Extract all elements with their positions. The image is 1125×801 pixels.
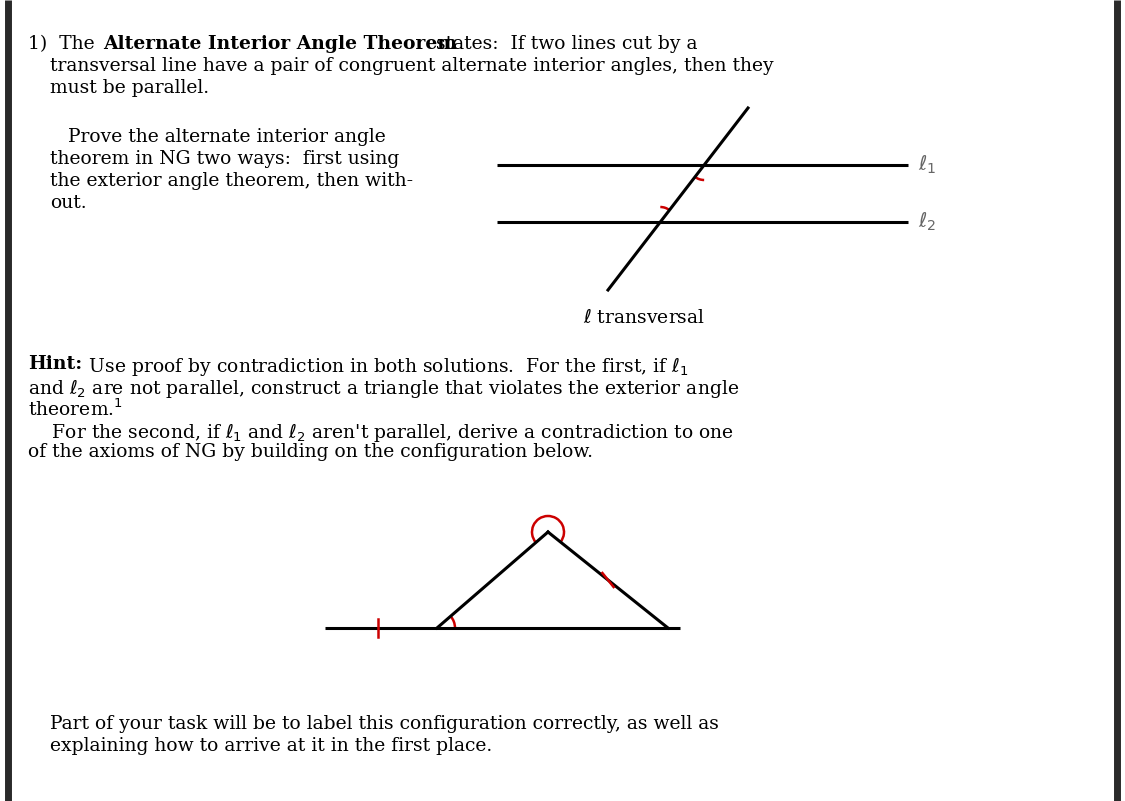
Text: Alternate Interior Angle Theorem: Alternate Interior Angle Theorem [104,35,457,53]
Text: transversal line have a pair of congruent alternate interior angles, then they: transversal line have a pair of congruen… [50,57,774,75]
Text: Part of your task will be to label this configuration correctly, as well as: Part of your task will be to label this … [50,715,719,733]
Text: and $\ell_2$ are not parallel, construct a triangle that violates the exterior a: and $\ell_2$ are not parallel, construct… [28,377,739,400]
Text: explaining how to arrive at it in the first place.: explaining how to arrive at it in the fi… [50,737,493,755]
Text: $\ell_2$: $\ell_2$ [918,211,936,233]
Text: Use proof by contradiction in both solutions.  For the first, if $\ell_1$: Use proof by contradiction in both solut… [83,355,688,378]
Text: Hint:: Hint: [28,355,82,373]
Text: the exterior angle theorem, then with-: the exterior angle theorem, then with- [50,172,413,190]
Text: states:  If two lines cut by a: states: If two lines cut by a [430,35,698,53]
Text: 1)  The: 1) The [28,35,100,53]
Text: Prove the alternate interior angle: Prove the alternate interior angle [50,128,386,146]
Text: theorem.$^1$: theorem.$^1$ [28,399,123,421]
Text: theorem in NG two ways:  first using: theorem in NG two ways: first using [50,150,399,168]
Text: out.: out. [50,194,87,212]
Text: must be parallel.: must be parallel. [50,79,209,97]
Text: of the axioms of NG by building on the configuration below.: of the axioms of NG by building on the c… [28,443,593,461]
Text: $\ell$ transversal: $\ell$ transversal [583,308,705,327]
Text: For the second, if $\ell_1$ and $\ell_2$ aren't parallel, derive a contradiction: For the second, if $\ell_1$ and $\ell_2$… [28,421,734,444]
Text: $\ell_1$: $\ell_1$ [918,154,936,176]
